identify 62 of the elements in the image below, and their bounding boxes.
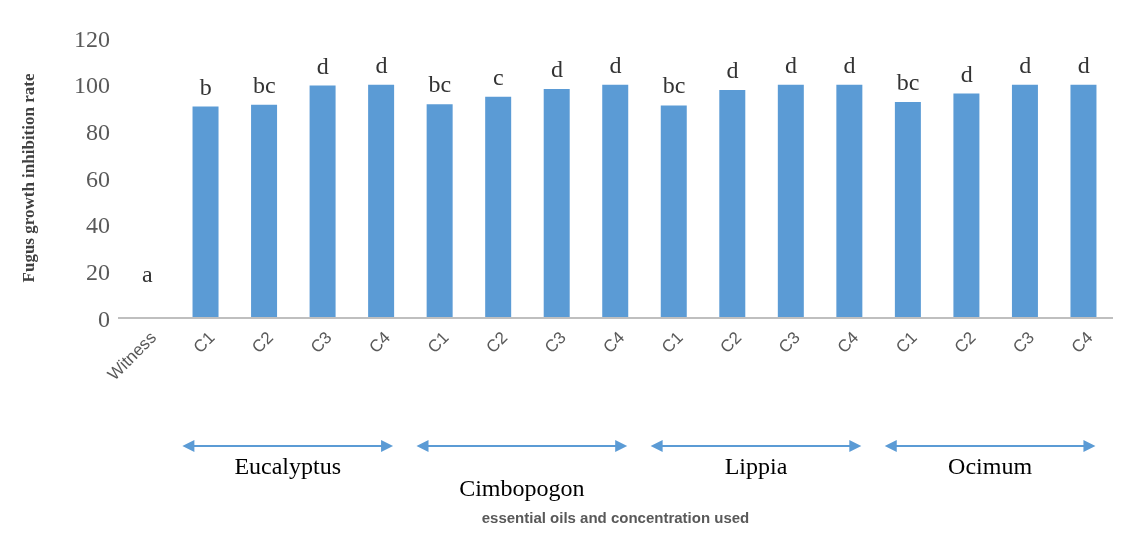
- x-tick-label: C1: [423, 327, 453, 357]
- x-tick-label: C1: [892, 327, 921, 357]
- bar: [1011, 84, 1038, 318]
- y-tick-label: 80: [86, 118, 110, 145]
- x-tick-label: C2: [482, 327, 512, 357]
- data-label: d: [1019, 51, 1032, 78]
- bar: [602, 84, 629, 318]
- bar: [192, 106, 219, 318]
- bar: [1070, 84, 1097, 318]
- x-tick-label: C3: [775, 327, 804, 357]
- bar: [836, 84, 863, 318]
- data-label: bc: [428, 71, 452, 98]
- x-tick-label: C3: [540, 327, 570, 357]
- bar: [660, 105, 687, 318]
- y-tick-label: 100: [74, 72, 110, 99]
- data-label: bc: [662, 72, 686, 99]
- y-tick-label: 40: [86, 212, 110, 239]
- data-label: d: [1077, 51, 1090, 78]
- data-label: d: [316, 52, 329, 79]
- x-tick-label: C4: [365, 327, 395, 357]
- bar: [953, 93, 980, 318]
- y-tick-label: 60: [86, 165, 110, 192]
- x-tick-label: C1: [189, 327, 219, 357]
- y-axis-title: Fugus growth inhibition rate: [19, 73, 39, 283]
- x-tick-label: C1: [657, 327, 687, 357]
- x-tick-label: C3: [306, 327, 336, 357]
- data-label: d: [609, 51, 622, 78]
- text: Lippia: [724, 453, 788, 479]
- data-label: d: [785, 51, 798, 78]
- x-tick-label: C4: [833, 327, 863, 357]
- bar: [251, 104, 278, 318]
- x-tick-label: C4: [599, 327, 629, 357]
- text: Cimbopogon: [459, 475, 585, 501]
- y-tick-label: 120: [74, 25, 110, 52]
- data-label: c: [493, 63, 504, 90]
- data-label: a: [141, 261, 153, 287]
- data-label: d: [550, 56, 563, 83]
- x-tick-label: C2: [716, 327, 746, 357]
- x-tick-label: C3: [1009, 327, 1038, 357]
- x-tick-label: C2: [950, 327, 980, 357]
- bar: [543, 89, 570, 318]
- x-tick-label: C2: [248, 327, 278, 357]
- data-label: d: [375, 51, 388, 78]
- text: Ocimum: [948, 453, 1033, 479]
- bar: [426, 104, 453, 318]
- bar: [485, 96, 512, 318]
- y-tick-label: 20: [86, 258, 110, 285]
- data-label: b: [199, 73, 212, 100]
- data-label: d: [843, 51, 856, 78]
- bar: [368, 84, 395, 318]
- bar: [309, 85, 336, 318]
- data-label: d: [960, 60, 973, 87]
- text: Eucalyptus: [234, 453, 342, 479]
- bar: [719, 90, 746, 318]
- x-tick-label: C4: [1067, 327, 1097, 357]
- data-label: bc: [253, 71, 276, 98]
- bar: [777, 84, 804, 318]
- data-label: bc: [896, 68, 920, 95]
- y-tick-label: 0: [98, 305, 110, 332]
- text: essential oils and concentration used: [481, 509, 750, 526]
- bar: [894, 101, 921, 318]
- data-label: d: [726, 57, 739, 84]
